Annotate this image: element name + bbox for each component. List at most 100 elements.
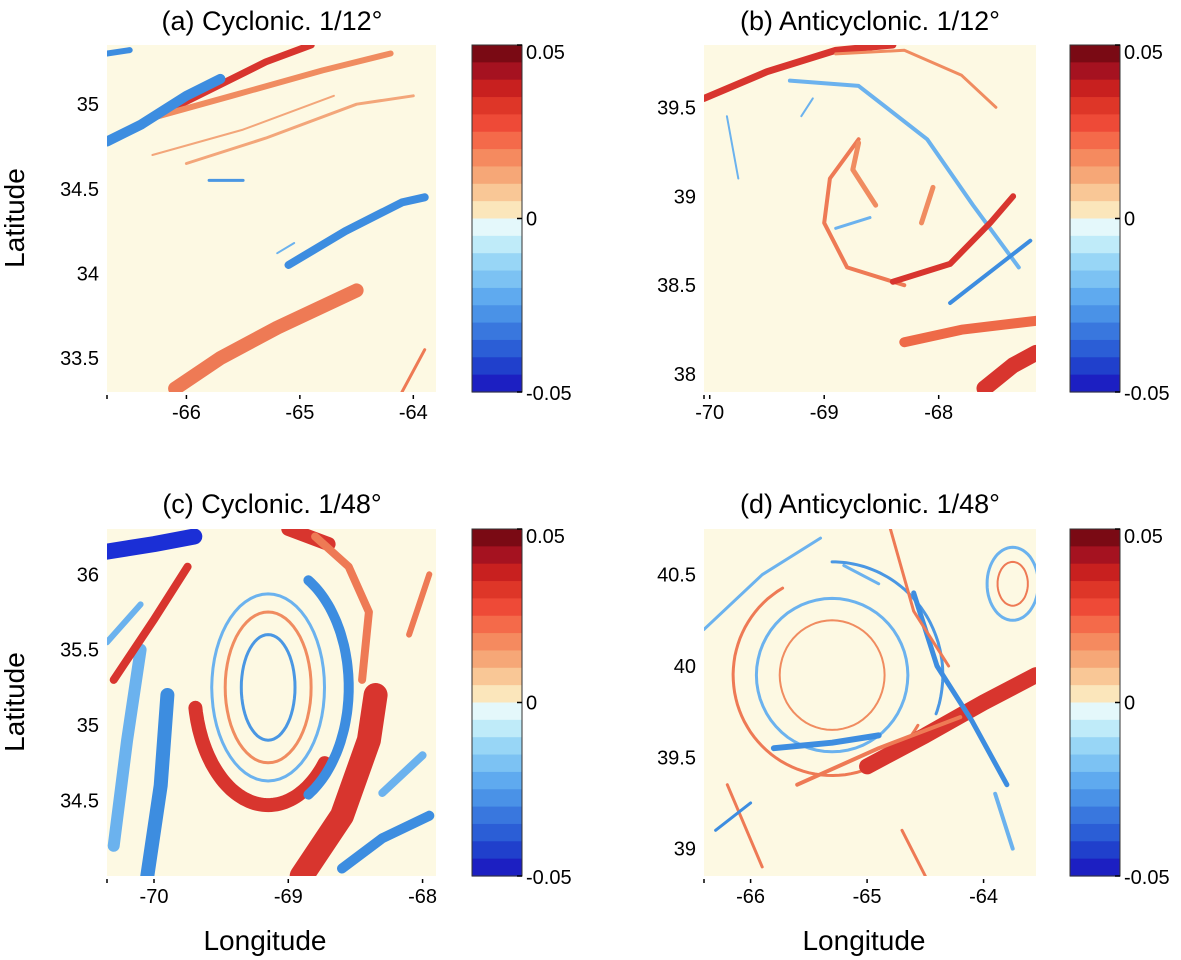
panel-a-colorbar: 0.05 0 -0.05: [471, 42, 572, 405]
panel-b-colorbar-level: [1070, 339, 1120, 358]
panel-b-colorbar-level: [1070, 253, 1120, 272]
panel-d-colorbar-level: [1070, 737, 1120, 756]
panel-d-xticks: -66 -65 -64: [703, 879, 998, 908]
panel-a-colorbar-level: [472, 305, 522, 324]
panel-a-colorbar-level: [472, 149, 522, 168]
panel-d-colorbar-level: [1070, 563, 1120, 582]
panel-b-feature-9: [725, 115, 740, 180]
panel-c-colorbar-level: [472, 702, 522, 721]
panel-c-feature-15: [107, 601, 144, 646]
panel-c-feature-10: [140, 688, 175, 876]
panel-b-colorbar-label: 0.05: [1124, 42, 1163, 64]
panel-c-feature-5: [107, 529, 203, 560]
panel-d-feature-8: [993, 791, 1015, 851]
panel-d-colorbar-level: [1070, 581, 1120, 599]
panel-a-colorbar-level: [472, 218, 522, 237]
panel-c-colorbar-level: [472, 754, 522, 773]
panel-b-feature-10: [800, 97, 814, 118]
panel-d-feature-5: [795, 715, 963, 787]
panel-b-title: (b) Anticyclonic. 1/12°: [740, 6, 1000, 36]
panel-c-feature-0: [188, 700, 332, 813]
panel-a-colorbar-level: [472, 374, 522, 393]
panel-a-title: (a) Cyclonic. 1/12°: [162, 6, 383, 36]
panel-b-colorbar-level: [1070, 235, 1120, 254]
y-axis-label-bottom: Latitude: [0, 652, 30, 752]
panel-a-plot: [107, 45, 436, 392]
panel-a-colorbar-label: 0.05: [526, 42, 565, 64]
panel-b-xticks: -70 -69 -68: [695, 395, 953, 424]
panel-c-feature-1: [303, 575, 354, 800]
panel-d-colorbar-level: [1070, 806, 1120, 825]
panel-c-ytick-label: 35.5: [60, 640, 99, 662]
panel-c-feature-11: [107, 643, 147, 852]
panel-d-colorbar-level: [1070, 858, 1120, 877]
panel-d-colorbar-level: [1070, 841, 1120, 860]
panel-b-ytick-label: 38: [674, 364, 696, 386]
panel-d-feature-9: [888, 529, 951, 668]
panel-a-feature-7: [284, 193, 429, 269]
panel-d-feature-15: [714, 801, 753, 832]
panel-d-colorbar-level: [1070, 650, 1120, 669]
panel-c-plot: [107, 529, 436, 876]
panel-d-ytick-label: 40: [674, 656, 696, 678]
panel-b-colorbar-level: [1070, 357, 1120, 376]
panel-d: (d) Anticyclonic. 1/48° -66 -65 -64 40.540…: [657, 489, 1170, 908]
panel-b-colorbar-level: [1070, 218, 1120, 237]
panel-d-colorbar-level: [1070, 667, 1120, 686]
panel-b-colorbar-level: [1070, 114, 1120, 133]
panel-b-colorbar-label: -0.05: [1124, 383, 1170, 405]
panel-b-colorbar-level: [1070, 45, 1120, 63]
x-axis-label-left: Longitude: [203, 925, 326, 956]
panel-a-xtick-label: -65: [285, 402, 314, 424]
panel-d-colorbar-level: [1070, 546, 1120, 565]
panel-a-colorbar-level: [472, 322, 522, 341]
panel-b-colorbar-level: [1070, 79, 1120, 98]
panel-d-yticks: 40.5 40 39.5 39: [657, 565, 696, 861]
panel-c-feature-2: [210, 592, 326, 783]
panel-b-ytick-label: 39: [674, 186, 696, 208]
panel-c-xtick-label: -70: [140, 886, 169, 908]
panel-d-feature-10: [725, 783, 764, 869]
panel-b-ytick-label: 38.5: [657, 275, 696, 297]
panel-c-feature-12: [109, 562, 192, 684]
panel-c-colorbar-level: [472, 667, 522, 686]
panel-d-colorbar-level: [1070, 823, 1120, 842]
panel-c-yticks: 36 35.5 35 34.5: [60, 564, 99, 812]
panel-a-colorbar-level: [472, 183, 522, 202]
panel-a-colorbar-level: [472, 79, 522, 98]
panel-d-feature-11: [900, 828, 927, 876]
panel-d-colorbar-level: [1070, 789, 1120, 808]
panel-c-ytick-label: 34.5: [60, 791, 99, 813]
panel-d-colorbar-level: [1070, 615, 1120, 634]
panel-a-colorbar-level: [472, 357, 522, 376]
panel-d-colorbar-label: -0.05: [1124, 867, 1170, 889]
panel-b-feature-3: [822, 137, 907, 288]
panel-b-colorbar-level: [1070, 131, 1120, 150]
panel-a-feature-10: [276, 242, 296, 255]
panel-c-xtick-label: -68: [408, 886, 437, 908]
panel-b-xtick-label: -70: [695, 402, 724, 424]
panel-a-colorbar-level: [472, 201, 522, 220]
panel-c-colorbar-level: [472, 563, 522, 582]
panel-d-xtick-label: -64: [969, 886, 998, 908]
panel-b-yticks: 39.5 39 38.5 38: [657, 97, 696, 386]
panel-a: (a) Cyclonic. 1/12° -66 -65 -64 35 34.5 34 33…: [60, 6, 572, 424]
panel-a-xtick-label: -64: [399, 402, 428, 424]
panel-c-colorbar-level: [472, 598, 522, 617]
panel-d-feature-14: [996, 560, 1029, 607]
panel-d-colorbar-label: 0.05: [1124, 526, 1163, 548]
panel-b-colorbar: 0.05 0 -0.05: [1069, 42, 1170, 405]
panel-b-colorbar-level: [1070, 305, 1120, 324]
panel-c-colorbar-level: [472, 841, 522, 860]
panel-c-feature-4: [239, 633, 297, 742]
panel-b-feature-5: [948, 238, 1033, 305]
panel-a-ytick-label: 34: [77, 264, 99, 286]
panel-d-feature-1: [754, 596, 910, 754]
panel-c-colorbar-label: 0.05: [526, 526, 565, 548]
panel-a-colorbar-level: [472, 62, 522, 81]
panel-c-colorbar-level: [472, 650, 522, 669]
panel-d-feature-2: [778, 619, 886, 731]
panel-d-plot: [704, 529, 1036, 876]
panel-b-feature-11: [899, 315, 1036, 348]
